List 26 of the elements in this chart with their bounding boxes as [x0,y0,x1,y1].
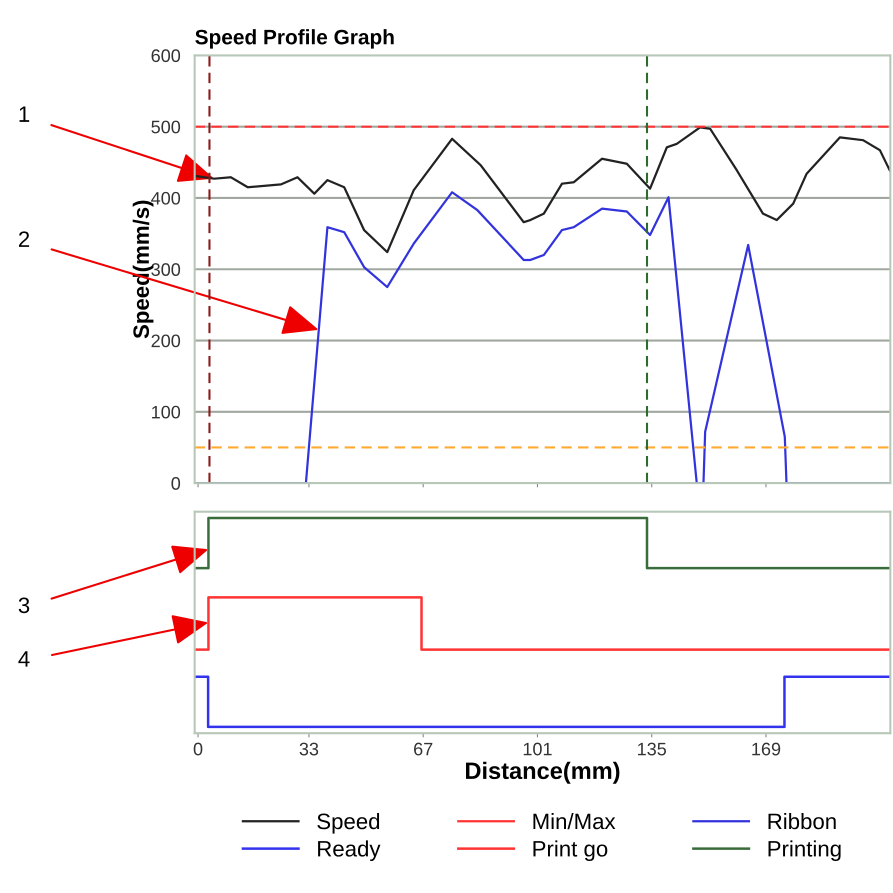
x-tick-label: 33 [300,742,318,756]
legend-label: Print go [533,840,608,862]
y-tick-label: 300 [151,263,180,276]
x-tick-label: 0 [194,742,202,756]
x-tick-label: 67 [414,742,432,756]
y-tick-label: 400 [151,192,180,205]
legend-label: Ready [318,840,380,862]
y-axis-title: Speed(mm/s) [132,200,154,338]
y-tick-label: 100 [152,406,180,419]
legend-label: Ribbon [768,812,836,830]
annotation: 1 [20,106,30,122]
y-tick-label: 600 [152,49,180,62]
x-tick-label: 135 [638,742,666,756]
x-tick-label: 101 [524,742,552,756]
y-tick-label: 0 [171,477,180,490]
legend-label: Speed [317,812,380,834]
chart-title: Speed Profile Graph [195,29,394,49]
annotation: 2 [18,231,30,247]
y-tick-label: 200 [152,334,180,348]
x-axis-title: Distance(mm) [466,762,620,784]
annotation: 4 [18,651,30,667]
annotation: 3 [18,597,30,614]
x-tick-label: 169 [752,742,780,756]
legend-label: Min/Max [533,812,616,830]
y-tick-label: 500 [151,120,180,134]
legend-label: Printing [768,840,841,862]
